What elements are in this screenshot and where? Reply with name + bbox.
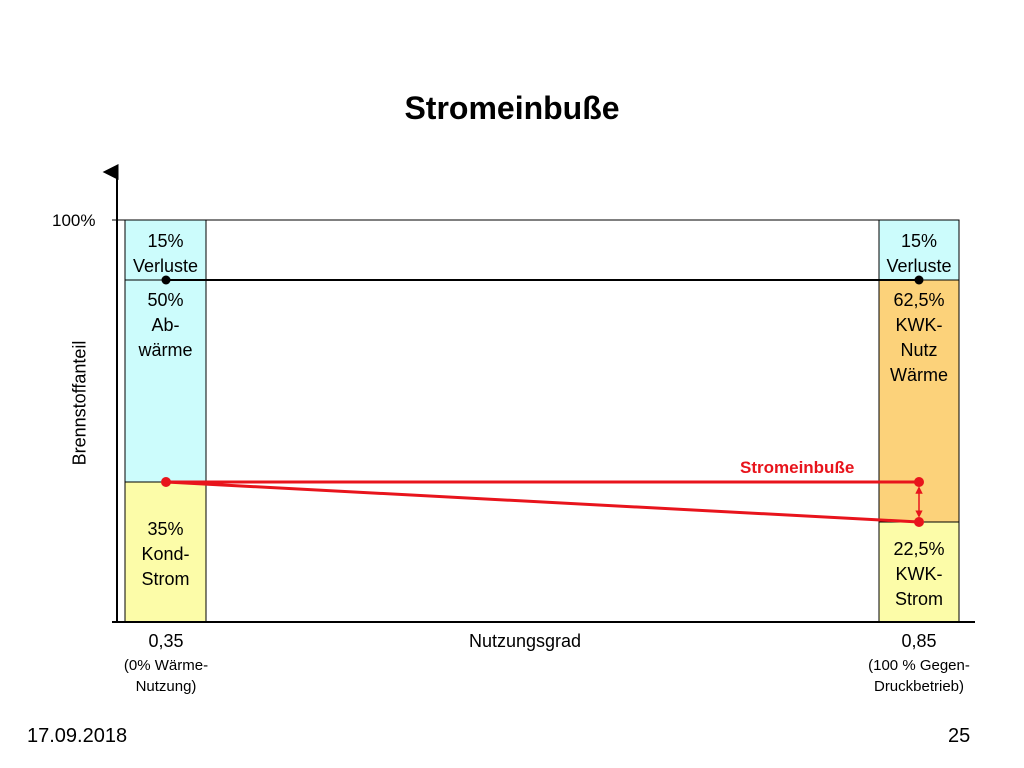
left-x-value: 0,35 [148,631,184,651]
right-x-note: (100 % Gegen- Druckbetrieb) [868,657,970,695]
power-point-right-bottom [914,517,924,527]
y-tick-100: 100% [52,211,96,230]
losses-point-left [161,275,171,285]
x-axis-label: Nutzungsgrad [468,631,582,651]
left-bar-losses [124,219,207,281]
left-bar-condensing-power [124,481,207,623]
y-axis-label: Brennstoffanteil [69,340,90,466]
left-losses-label: 15% Verluste [132,231,199,276]
left-waste-heat-label: 50% Ab- wärme [138,290,193,360]
losses-point-right [914,275,924,285]
left-x-note: (0% Wärme- Nutzung) [123,657,209,695]
right-chp-heat-label: 62,5% KWK- Nutz Wärme [890,290,948,385]
power-point-left [161,477,171,487]
footer-page-number: 25 [948,725,971,747]
slide-title: Stromeinbuße [404,90,620,126]
right-chp-power-label: 22,5% KWK- Strom [893,539,945,609]
left-condensing-power-label: 35% Kond- Strom [141,519,190,589]
power-loss-label: Stromeinbuße [740,458,855,477]
footer-date: 17.09.2018 [27,725,128,747]
right-losses-label: 15% Verluste [886,231,952,276]
power-point-right-top [914,477,924,487]
power-slope-line [165,480,920,524]
right-x-value: 0,85 [901,631,937,651]
